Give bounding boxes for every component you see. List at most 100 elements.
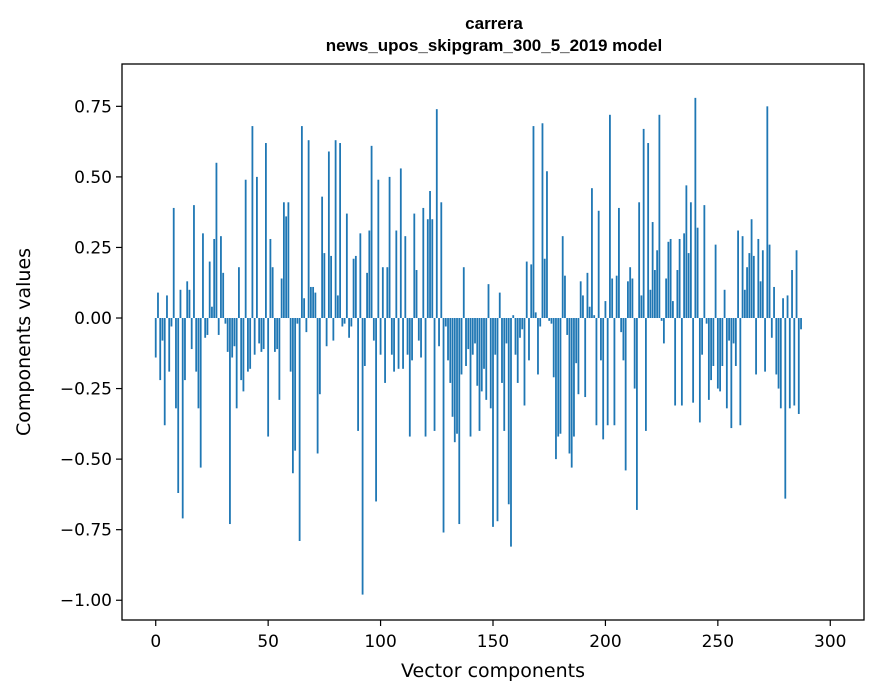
bar bbox=[568, 318, 571, 454]
bar bbox=[240, 318, 243, 381]
bar bbox=[725, 318, 728, 409]
bar bbox=[206, 318, 209, 335]
bar bbox=[357, 318, 359, 431]
bar bbox=[800, 318, 802, 330]
bar bbox=[404, 236, 407, 319]
bar bbox=[656, 250, 659, 319]
bar bbox=[460, 318, 463, 375]
bar bbox=[251, 126, 254, 319]
bar bbox=[797, 318, 800, 414]
bar bbox=[627, 281, 629, 319]
bar bbox=[451, 318, 454, 417]
bar bbox=[471, 318, 474, 355]
bar bbox=[247, 318, 249, 372]
bar bbox=[179, 289, 182, 319]
bar bbox=[660, 318, 663, 321]
bar bbox=[514, 318, 517, 355]
y-tick-label: −0.50 bbox=[60, 450, 112, 470]
bar bbox=[759, 281, 762, 319]
bar bbox=[321, 196, 324, 319]
bar bbox=[705, 318, 708, 324]
bar bbox=[604, 301, 607, 319]
bar bbox=[222, 272, 225, 319]
bar bbox=[703, 205, 706, 319]
bar bbox=[163, 318, 166, 426]
bar bbox=[775, 318, 778, 375]
bar bbox=[336, 295, 339, 319]
bar bbox=[624, 318, 627, 471]
bar bbox=[579, 281, 582, 319]
bar bbox=[480, 318, 483, 392]
bar bbox=[622, 318, 625, 361]
bar bbox=[289, 318, 292, 372]
bar bbox=[442, 318, 445, 533]
bar bbox=[593, 315, 596, 319]
bar bbox=[186, 281, 189, 319]
bar bbox=[157, 292, 159, 319]
bar bbox=[665, 278, 668, 319]
bar bbox=[701, 318, 704, 355]
bar bbox=[465, 318, 467, 366]
bar bbox=[467, 318, 470, 350]
bar bbox=[638, 202, 641, 319]
bar bbox=[739, 318, 742, 426]
bar bbox=[307, 140, 310, 319]
bar bbox=[680, 318, 683, 406]
bar bbox=[348, 318, 350, 338]
bar bbox=[330, 255, 333, 319]
bar bbox=[381, 267, 384, 319]
bar bbox=[546, 171, 548, 319]
bar bbox=[712, 318, 715, 366]
bar bbox=[352, 258, 355, 319]
bar bbox=[507, 318, 510, 505]
bar bbox=[582, 295, 584, 319]
bar bbox=[262, 318, 265, 350]
bar bbox=[375, 318, 377, 502]
bar bbox=[539, 318, 542, 327]
bar bbox=[707, 318, 710, 400]
bar bbox=[714, 244, 717, 319]
bar bbox=[220, 236, 222, 319]
bar bbox=[256, 176, 258, 319]
bar bbox=[685, 185, 688, 319]
bar bbox=[244, 179, 247, 319]
bar bbox=[615, 275, 618, 319]
bar bbox=[316, 318, 319, 454]
bar bbox=[492, 318, 494, 527]
bar bbox=[366, 272, 368, 319]
bar bbox=[438, 318, 440, 347]
bar bbox=[447, 318, 449, 361]
bar bbox=[613, 318, 616, 426]
bar bbox=[199, 318, 202, 468]
bar bbox=[172, 207, 175, 319]
bar bbox=[766, 106, 769, 319]
bar bbox=[363, 318, 366, 366]
bar bbox=[213, 238, 216, 319]
bar bbox=[433, 318, 436, 431]
bar bbox=[586, 272, 589, 319]
bar bbox=[309, 286, 312, 319]
bar bbox=[737, 230, 739, 319]
bar bbox=[267, 318, 270, 437]
bar bbox=[238, 267, 240, 319]
bar bbox=[485, 318, 488, 400]
bar bbox=[159, 318, 162, 381]
bar bbox=[534, 312, 537, 319]
bar bbox=[631, 278, 634, 319]
bar bbox=[215, 162, 218, 319]
bar bbox=[269, 238, 272, 319]
bar bbox=[669, 238, 672, 319]
bar bbox=[647, 143, 650, 319]
bar bbox=[408, 318, 411, 437]
bar bbox=[291, 318, 294, 474]
bar bbox=[478, 318, 481, 431]
bars-group bbox=[154, 97, 802, 595]
bar bbox=[757, 238, 760, 319]
bar bbox=[393, 318, 395, 372]
bar bbox=[573, 318, 575, 437]
bar bbox=[431, 219, 434, 319]
bar bbox=[483, 318, 485, 369]
bar bbox=[390, 318, 393, 355]
bar bbox=[606, 318, 609, 426]
bar bbox=[285, 216, 288, 319]
